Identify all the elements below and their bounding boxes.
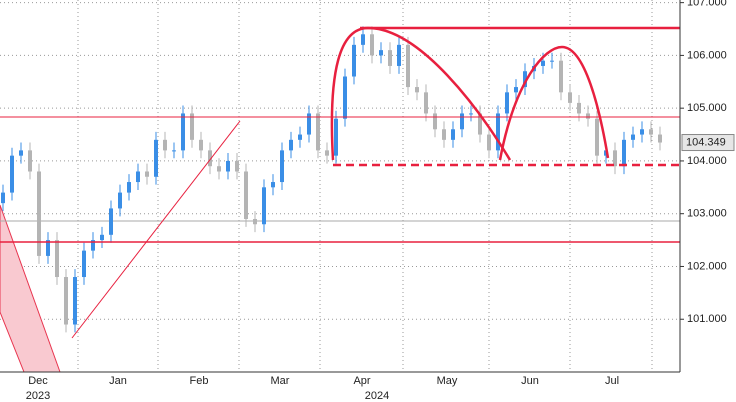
candle-body xyxy=(19,150,23,156)
x-tick-label: Feb xyxy=(190,375,209,387)
candle-body xyxy=(145,171,149,177)
candle-body xyxy=(289,139,293,151)
candle-body xyxy=(640,129,644,135)
candle-body xyxy=(541,60,545,66)
candle-body xyxy=(442,129,446,140)
candle-body xyxy=(1,192,5,204)
candle-body xyxy=(109,208,113,235)
candle-body xyxy=(451,129,455,140)
candle-body xyxy=(298,134,302,140)
candle-body xyxy=(658,134,662,143)
candle-body xyxy=(136,171,140,183)
last-price-box xyxy=(681,134,735,152)
arc-right xyxy=(498,45,610,161)
candle-body xyxy=(55,240,59,278)
x-tick-label: Dec xyxy=(28,375,48,387)
candle-body xyxy=(199,139,203,151)
candle-body xyxy=(64,277,68,325)
annotations xyxy=(0,26,680,339)
y-tick-label: 105.000 xyxy=(687,102,727,114)
y-tick-label: 104.000 xyxy=(687,155,727,167)
candle-body xyxy=(514,87,518,93)
candle-body xyxy=(172,150,176,152)
candle-body xyxy=(415,87,419,93)
candle-body xyxy=(217,166,221,172)
candle-body xyxy=(478,113,482,135)
candle-body xyxy=(325,150,329,156)
candle-body xyxy=(388,50,392,66)
candle-body xyxy=(406,44,410,88)
y-tick-label: 106.000 xyxy=(687,49,727,61)
x-tick-label: Jul xyxy=(605,375,619,387)
candle-body xyxy=(469,113,473,115)
candle-body xyxy=(649,129,653,135)
candle-body xyxy=(262,187,266,225)
candle-body xyxy=(244,171,248,219)
candle-body xyxy=(280,150,284,183)
candle-body xyxy=(82,250,86,278)
candle-body xyxy=(568,92,572,103)
candle-body xyxy=(577,102,581,114)
candle-body xyxy=(379,50,383,56)
trend-line xyxy=(71,120,241,339)
x-tick-label: Mar xyxy=(271,375,290,387)
candle-body xyxy=(343,76,347,119)
x-tick-label: Jan xyxy=(109,375,127,387)
candle-body xyxy=(271,182,275,188)
candle-body xyxy=(559,60,563,93)
candle-body xyxy=(370,34,374,56)
y-tick-label: 102.000 xyxy=(687,260,727,272)
candle-body xyxy=(433,113,437,130)
x-tick-label: Jun xyxy=(521,375,539,387)
candle-body xyxy=(28,150,32,172)
candle-body xyxy=(190,113,194,140)
candle-body xyxy=(127,182,131,193)
candle-body xyxy=(352,44,356,77)
channel-shade xyxy=(0,204,61,373)
candle-body xyxy=(91,240,95,251)
year-label: 2023 xyxy=(26,390,50,402)
candle-body xyxy=(181,113,185,151)
candle-body xyxy=(46,240,50,256)
candle-body xyxy=(424,92,428,114)
y-tick-label: 101.000 xyxy=(687,313,727,325)
candle-body xyxy=(613,150,617,167)
candle-body xyxy=(253,218,257,225)
candle-body xyxy=(100,234,104,241)
candle-body xyxy=(226,160,230,172)
candle-body xyxy=(73,277,77,325)
candle-body xyxy=(460,113,464,130)
candle-body xyxy=(397,44,401,66)
candle-body xyxy=(586,113,590,119)
candle-body xyxy=(163,139,167,151)
arc-left xyxy=(330,26,512,161)
candle-body xyxy=(235,160,239,172)
candle-body xyxy=(496,113,500,151)
candle-body xyxy=(154,139,158,177)
candle-body xyxy=(307,113,311,135)
candle-body xyxy=(487,134,491,151)
candle-body xyxy=(316,113,320,151)
candle-body xyxy=(631,134,635,140)
candle-body xyxy=(334,118,338,156)
candle-body xyxy=(622,139,626,167)
x-tick-label: Apr xyxy=(353,375,370,387)
last-price-label: 104.349 xyxy=(686,136,726,148)
candle-body xyxy=(523,71,527,88)
y-tick-label: 107.000 xyxy=(687,0,727,9)
candles xyxy=(1,26,662,333)
year-label: 2024 xyxy=(365,390,389,402)
candle-body xyxy=(595,118,599,156)
y-tick-label: 103.000 xyxy=(687,208,727,220)
candle-body xyxy=(10,155,14,193)
candle-body xyxy=(505,92,509,114)
x-tick-label: May xyxy=(437,375,458,387)
candle-body xyxy=(361,34,365,45)
candle-body xyxy=(118,192,122,209)
candle-body xyxy=(37,171,41,256)
candle-body xyxy=(550,60,554,62)
candle-body xyxy=(208,150,212,167)
